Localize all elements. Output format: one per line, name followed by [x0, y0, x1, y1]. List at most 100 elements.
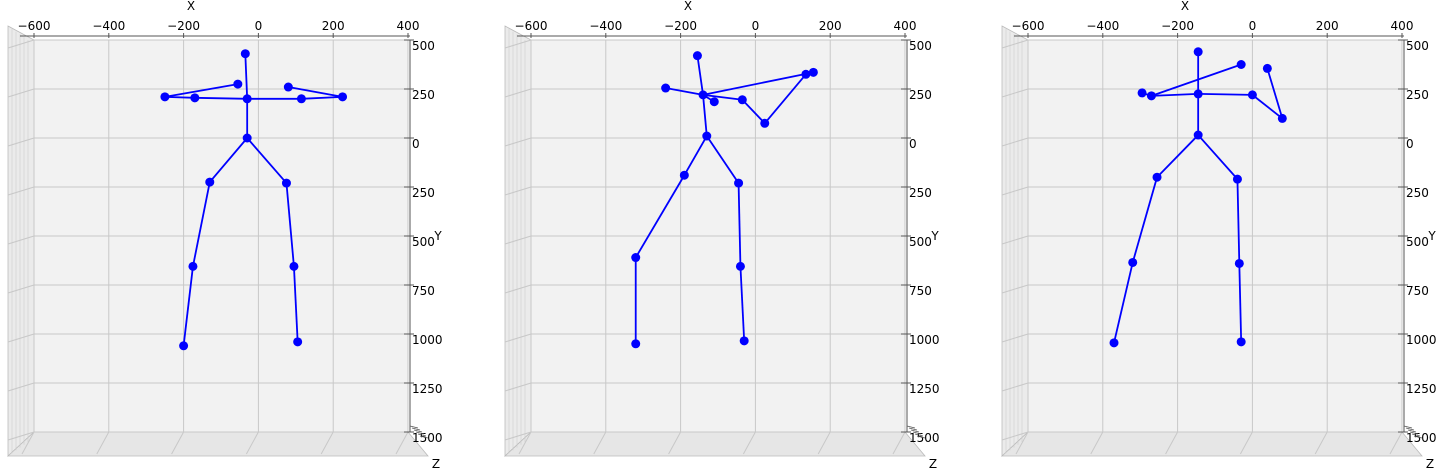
side-gridline [7, 235, 35, 245]
skeleton-bone [194, 96, 248, 100]
floor-gridline [1389, 431, 1403, 455]
skeleton-joint [1193, 130, 1203, 140]
side-gridline [7, 39, 35, 49]
floor-gridline [395, 431, 409, 455]
skeleton-joint [692, 51, 702, 61]
skeleton-joint [698, 90, 708, 100]
skeleton-joint [661, 83, 671, 93]
side-gridline [7, 284, 35, 294]
skeleton-joint [160, 92, 170, 102]
skeleton-joint [1137, 88, 1147, 98]
z-axis-label: Z [929, 457, 937, 471]
floor-gridline [171, 431, 185, 455]
z-tick-mark [415, 431, 425, 435]
skeleton-bone [209, 137, 248, 183]
skeleton-joint [1193, 47, 1203, 57]
z-tick-mark [1409, 431, 1419, 435]
side-gridline [7, 186, 35, 196]
skeleton-bone [244, 53, 249, 99]
y-tick-label: 250 [909, 88, 932, 102]
floor-gridline [742, 431, 756, 455]
skeleton-bone [634, 174, 686, 259]
skeleton-bone [288, 86, 343, 98]
skeleton-bone [285, 182, 295, 267]
z-tick-mark [1413, 435, 1423, 439]
x-tick-label: −200 [664, 19, 697, 33]
z-tick-mark [916, 435, 926, 439]
skeleton-bone [702, 93, 743, 101]
skeleton-bone [1151, 63, 1242, 97]
skeleton-joint [631, 339, 641, 349]
y-tick-label: 500 [412, 39, 435, 53]
side-gridline [7, 431, 35, 441]
skeleton-joint [808, 67, 818, 77]
skeleton-panel-1: −600 −400 −200 0 200 400 X 500 250 0 250 500 750 1000… [6, 0, 443, 471]
skeleton-joint [735, 261, 745, 271]
x-tick-label: 400 [894, 19, 917, 33]
skeleton-joint [242, 94, 252, 104]
floor-gridline [245, 431, 259, 455]
skeleton-bone [164, 83, 238, 98]
floor-gridline [817, 431, 831, 455]
skeleton-joint [242, 133, 252, 143]
floor-gridline [668, 431, 682, 455]
side-gridline [7, 88, 35, 98]
skeleton-joint [1277, 113, 1287, 123]
floor-gridline [1239, 431, 1253, 455]
skeleton-bone [737, 183, 742, 267]
floor-gridline [593, 431, 607, 455]
skeleton-joint [709, 97, 719, 107]
x-tick-label: −400 [589, 19, 622, 33]
floor-gridline [1165, 431, 1179, 455]
side-gridline [504, 186, 532, 196]
y-tick-label: 250 [1406, 186, 1429, 200]
y-tick-label: 750 [412, 284, 435, 298]
y-tick-label: 1250 [412, 382, 443, 396]
skeleton-bone [1198, 93, 1253, 96]
side-gridline [504, 235, 532, 245]
skeleton-joint [289, 261, 299, 271]
x-tick-label: 400 [1391, 19, 1414, 33]
side-gridline [504, 88, 532, 98]
x-tick-label: 0 [255, 19, 263, 33]
skeleton-bone [1197, 134, 1239, 180]
floor-gridline [892, 431, 906, 455]
skeleton-joint [737, 95, 747, 105]
skeleton-joint [240, 49, 250, 59]
y-axis-label: Y [433, 229, 442, 243]
floor-gridline [320, 431, 334, 455]
skeleton-joint [1262, 63, 1272, 73]
y-tick-label: 500 [1406, 39, 1429, 53]
skeleton-bone [182, 266, 194, 346]
z-tick-mark [411, 427, 421, 431]
side-gridline [1001, 88, 1029, 98]
side-gridline [504, 284, 532, 294]
skeleton-joint [179, 341, 189, 351]
skeleton-bone [764, 73, 807, 124]
y-tick-label: 1250 [1406, 382, 1437, 396]
skeleton-joint [760, 118, 770, 128]
y-axis-label: Y [930, 229, 939, 243]
y-tick-label: 1000 [412, 333, 443, 347]
side-gridline [1001, 137, 1029, 147]
skeleton-joint [338, 92, 348, 102]
skeleton-joint [1247, 90, 1257, 100]
x-tick-label: 0 [752, 19, 760, 33]
skeleton-joint [801, 69, 811, 79]
floor-pane [503, 431, 926, 457]
y-tick-label: 500 [412, 235, 435, 249]
skeleton-bone [164, 95, 195, 99]
skeleton-bone [1251, 94, 1283, 120]
skeleton-bone [706, 135, 740, 184]
skeleton-bone [1156, 134, 1199, 178]
skeleton-bone [696, 55, 704, 96]
z-tick-mark [413, 429, 423, 433]
z-tick-mark [419, 435, 429, 439]
skeleton-bone [293, 266, 299, 342]
y-tick-label: 500 [1406, 235, 1429, 249]
skeleton-joint [1152, 172, 1162, 182]
skeleton-joint [1234, 258, 1244, 268]
skeleton-bone [1113, 262, 1134, 344]
y-tick-label: 250 [1406, 88, 1429, 102]
